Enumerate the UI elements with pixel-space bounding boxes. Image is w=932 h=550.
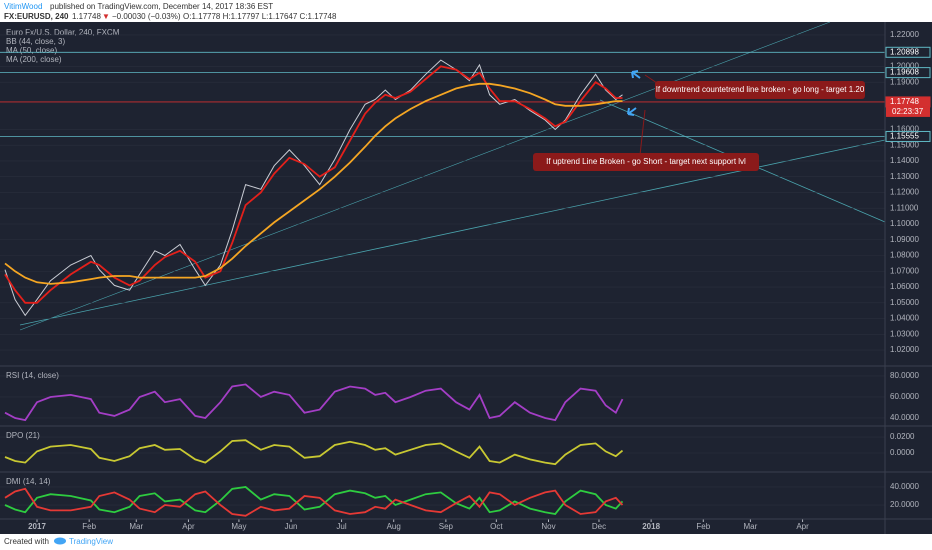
x-tick-label: Jun — [285, 522, 298, 531]
x-tick-label: Apr — [796, 522, 809, 531]
y-tick-label: 80.0000 — [890, 371, 919, 380]
x-tick-label: Apr — [182, 522, 195, 531]
x-tick-label: Jul — [336, 522, 346, 531]
y-tick-label: 1.02000 — [890, 345, 919, 354]
series-line — [4, 383, 624, 422]
callout-line — [639, 109, 646, 156]
series-line — [4, 82, 623, 285]
symbol: FX:EURUSD, 240 — [4, 12, 69, 21]
y-tick-label: 1.03000 — [890, 329, 919, 338]
y-tick-label: 1.05000 — [890, 298, 919, 307]
y-tick-label: 1.08000 — [890, 251, 919, 260]
countdown-box — [886, 106, 930, 117]
footer-brand[interactable]: TradingView — [69, 537, 113, 546]
y-tick-label: 1.06000 — [890, 282, 919, 291]
x-tick-label: 2017 — [28, 522, 46, 531]
x-tick-label: Mar — [129, 522, 143, 531]
y-tick-label: 1.13000 — [890, 172, 919, 181]
footer-created: Created with — [4, 537, 49, 546]
x-tick-label: Feb — [82, 522, 96, 531]
level-label: 1.17748 — [890, 97, 919, 106]
x-tick-label: 2018 — [642, 522, 660, 531]
x-tick-label: Sep — [439, 522, 454, 531]
legend-entry: Euro Fx/U.S. Dollar, 240, FXCM — [6, 28, 120, 37]
arrow: ▼ — [102, 12, 110, 21]
y-tick-label: 40.0000 — [890, 482, 919, 491]
x-tick-label: May — [231, 522, 246, 531]
series-line — [4, 487, 624, 517]
level-label-box — [885, 67, 931, 79]
legend-entry: BB (44, close, 3) — [6, 37, 65, 46]
y-tick-label: 1.16000 — [890, 125, 919, 134]
x-tick-label: Mar — [744, 522, 758, 531]
legend-entry: MA (50, close) — [6, 46, 57, 55]
countdown: 02:23:37 — [892, 107, 924, 116]
x-tick-label: Dec — [592, 522, 606, 531]
level-label-box — [885, 46, 931, 58]
panel-title: DMI (14, 14) — [6, 477, 51, 486]
y-tick-label: 1.22000 — [890, 30, 919, 39]
y-tick-label: 1.04000 — [890, 314, 919, 323]
y-tick-label: 1.14000 — [890, 156, 919, 165]
last: 1.17748 — [72, 12, 101, 21]
channel-line — [19, 21, 831, 331]
arrow-icon — [631, 70, 641, 79]
y-tick-label: 60.0000 — [890, 392, 919, 401]
change: −0.00030 (−0.03%) — [112, 12, 181, 21]
y-tick-label: 1.15000 — [890, 140, 919, 149]
published: published on TradingView.com, December 1… — [50, 2, 273, 11]
legend: Euro Fx/U.S. Dollar, 240, FXCM BB (44, c… — [6, 28, 120, 64]
annotation-box — [533, 153, 759, 171]
y-tick-label: 0.0000 — [890, 448, 915, 457]
y-tick-label: 1.20000 — [890, 62, 919, 71]
y-tick-label: 1.09000 — [890, 235, 919, 244]
panel-title: DPO (21) — [6, 431, 40, 440]
author[interactable]: VitimWood — [4, 2, 42, 11]
annotation-box — [655, 81, 865, 99]
annotation: If uptrend Line Broken - go Short - targ… — [546, 157, 746, 166]
y-tick-label: 1.10000 — [890, 219, 919, 228]
y-tick-label: 20.0000 — [890, 500, 919, 509]
level-label: 1.19608 — [890, 68, 919, 77]
y-tick-label: 1.07000 — [890, 266, 919, 275]
annotation: If downtrend countetrend line broken - g… — [656, 85, 865, 94]
arrow-icon — [627, 107, 637, 116]
x-tick-label: Oct — [490, 522, 503, 531]
level-label-box — [885, 130, 931, 142]
ohlc: O:1.17778 H:1.17797 L:1.17647 C:1.17748 — [183, 12, 337, 21]
y-tick-label: 1.12000 — [890, 188, 919, 197]
level-label: 1.20898 — [890, 47, 919, 56]
y-tick-label: 1.19000 — [890, 77, 919, 86]
x-tick-label: Aug — [387, 522, 401, 531]
y-tick-label: 40.0000 — [890, 413, 919, 422]
level-label: 1.15555 — [890, 132, 919, 141]
x-tick-label: Nov — [541, 522, 555, 531]
series-line — [4, 439, 624, 466]
logo — [54, 537, 66, 545]
y-tick-label: 0.0200 — [890, 432, 915, 441]
panel-title: RSI (14, close) — [6, 371, 59, 380]
y-tick-label: 1.11000 — [890, 203, 919, 212]
legend-entry: MA (200, close) — [6, 55, 62, 64]
x-tick-label: Feb — [696, 522, 710, 531]
series-line — [4, 486, 624, 515]
